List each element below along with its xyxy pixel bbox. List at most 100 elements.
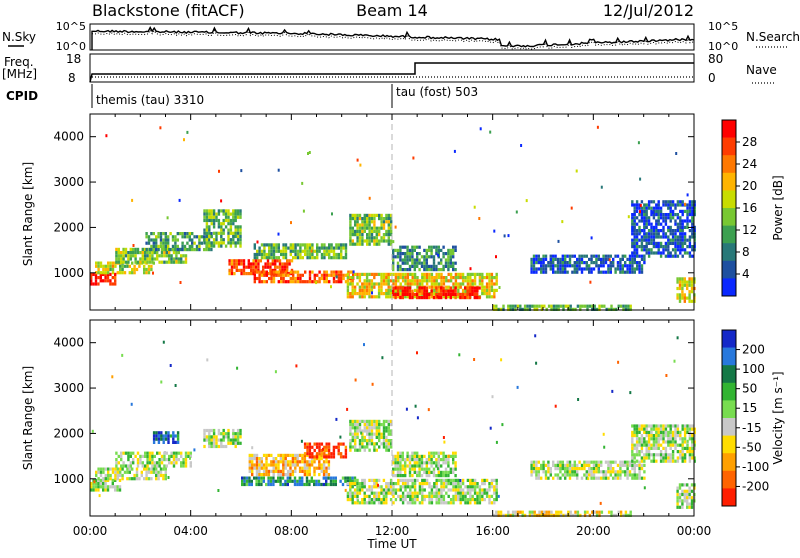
velocity-echo-cell bbox=[683, 483, 686, 487]
power-echo-cell bbox=[90, 282, 93, 286]
power-echo-cell bbox=[275, 249, 278, 253]
power-echo-cell bbox=[580, 254, 584, 258]
velocity-echo-cell bbox=[568, 476, 572, 480]
velocity-echo-cell bbox=[688, 450, 692, 454]
velocity-echo-cell bbox=[401, 458, 404, 462]
velocity-echo-cell bbox=[346, 494, 350, 498]
velocity-echo-cell bbox=[636, 476, 639, 480]
power-echo-cell bbox=[452, 289, 455, 293]
power-echo-cell bbox=[316, 246, 319, 250]
power-echo-cell bbox=[679, 245, 682, 249]
power-echo-cell bbox=[667, 203, 670, 207]
velocity-echo-cell bbox=[495, 491, 498, 495]
velocity-echo-cell bbox=[411, 478, 414, 482]
velocity-echo-cell bbox=[576, 463, 579, 467]
velocity-echo-cell bbox=[576, 467, 579, 471]
velocity-echo-cell bbox=[294, 463, 297, 467]
velocity-echo-cell bbox=[686, 496, 689, 500]
velocity-echo-cell bbox=[401, 454, 404, 458]
velocity-echo-cell bbox=[327, 455, 331, 459]
velocity-echo-cell bbox=[155, 467, 158, 471]
power-echo-cell bbox=[643, 225, 646, 229]
velocity-echo-cell bbox=[394, 464, 397, 468]
velocity-echo-cell bbox=[220, 444, 223, 449]
velocity-echo-cell bbox=[681, 489, 684, 493]
velocity-echo-cell bbox=[554, 473, 557, 477]
power-echo-cell bbox=[229, 222, 233, 226]
power-echo-cell bbox=[227, 209, 230, 213]
velocity-echo-cell bbox=[380, 423, 383, 427]
velocity-echo-cell bbox=[208, 444, 211, 449]
velocity-echo-cell bbox=[416, 478, 419, 482]
power-echo-cell bbox=[650, 213, 653, 217]
power-echo-cell bbox=[688, 235, 692, 239]
velocity-scatter-cell bbox=[381, 356, 384, 360]
velocity-echo-cell bbox=[390, 432, 393, 436]
velocity-echo-cell bbox=[583, 463, 586, 467]
power-echo-cell bbox=[425, 272, 429, 276]
power-echo-cell bbox=[215, 212, 218, 216]
power-echo-cell bbox=[635, 248, 639, 252]
power-echo-cell bbox=[358, 233, 362, 237]
velocity-echo-cell bbox=[298, 482, 301, 487]
power-echo-cell bbox=[688, 245, 692, 249]
power-echo-cell bbox=[351, 292, 354, 296]
velocity-echo-cell bbox=[146, 458, 149, 462]
velocity-echo-cell bbox=[681, 483, 684, 487]
velocity-echo-cell bbox=[688, 437, 692, 441]
velocity-echo-cell bbox=[396, 461, 400, 465]
velocity-echo-cell bbox=[629, 510, 632, 514]
power-echo-cell bbox=[408, 255, 412, 259]
velocity-echo-cell bbox=[679, 443, 682, 447]
velocity-echo-cell bbox=[604, 473, 608, 477]
power-echo-cell bbox=[232, 215, 235, 219]
power-echo-cell bbox=[281, 262, 284, 266]
velocity-echo-cell bbox=[411, 482, 414, 486]
velocity-echo-cell bbox=[647, 443, 651, 447]
power-scatter-cell bbox=[368, 196, 371, 200]
power-echo-cell bbox=[576, 304, 580, 308]
power-echo-cell bbox=[418, 261, 421, 265]
power-echo-cell bbox=[288, 272, 291, 276]
power-echo-cell bbox=[690, 277, 694, 281]
power-echo-cell bbox=[635, 251, 639, 255]
velocity-echo-cell bbox=[693, 446, 696, 450]
power-echo-cell bbox=[674, 222, 677, 226]
velocity-echo-cell bbox=[595, 470, 598, 474]
power-echo-cell bbox=[289, 243, 292, 247]
velocity-echo-cell bbox=[471, 488, 474, 492]
power-echo-cell bbox=[655, 209, 658, 213]
power-echo-cell bbox=[432, 264, 436, 268]
velocity-echo-cell bbox=[349, 478, 352, 482]
power-echo-cell bbox=[289, 276, 292, 281]
velocity-echo-cell bbox=[236, 438, 240, 442]
power-echo-cell bbox=[268, 256, 271, 260]
velocity-echo-cell bbox=[318, 460, 321, 464]
power-echo-cell bbox=[657, 216, 660, 220]
power-scatter-cell bbox=[175, 259, 178, 263]
velocity-echo-cell bbox=[310, 476, 313, 480]
power-echo-cell bbox=[638, 261, 641, 265]
velocity-echo-cell bbox=[532, 467, 536, 471]
velocity-echo-cell bbox=[633, 427, 636, 431]
velocity-echo-cell bbox=[394, 474, 397, 478]
power-echo-cell bbox=[406, 276, 410, 280]
velocity-echo-cell bbox=[157, 431, 161, 435]
power-echo-cell bbox=[270, 280, 273, 284]
power-echo-cell bbox=[614, 267, 617, 271]
velocity-echo-cell bbox=[313, 469, 316, 473]
power-echo-cell bbox=[590, 254, 593, 258]
power-echo-cell bbox=[683, 241, 687, 245]
velocity-echo-cell bbox=[583, 510, 587, 514]
velocity-echo-cell bbox=[507, 513, 510, 517]
velocity-echo-cell bbox=[481, 482, 484, 486]
power-echo-cell bbox=[440, 282, 443, 286]
power-echo-cell bbox=[585, 254, 588, 258]
power-echo-cell bbox=[253, 252, 256, 257]
power-echo-cell bbox=[566, 254, 569, 258]
velocity-echo-cell bbox=[325, 482, 328, 487]
power-echo-cell bbox=[117, 254, 120, 258]
velocity-scatter-cell bbox=[405, 407, 408, 411]
velocity-echo-cell bbox=[452, 482, 455, 486]
velocity-echo-cell bbox=[351, 445, 354, 449]
